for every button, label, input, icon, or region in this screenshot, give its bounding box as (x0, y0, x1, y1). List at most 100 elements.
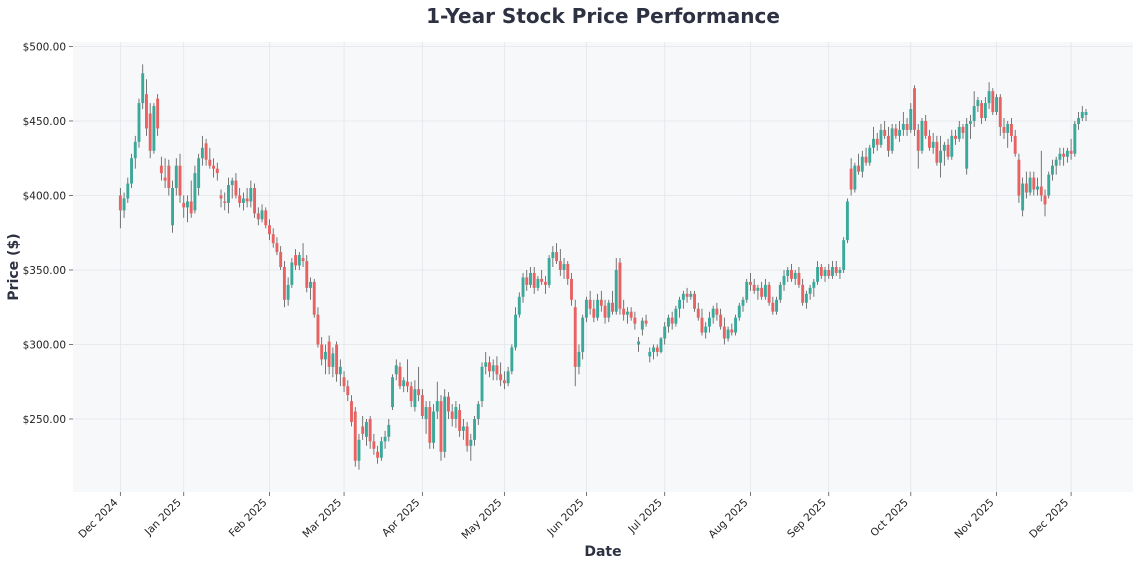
candle (845, 198, 849, 244)
candle-body-up (432, 411, 435, 443)
candle (1077, 112, 1081, 130)
candle (1010, 117, 1013, 142)
candle-body-up (786, 269, 790, 276)
candle-body-up (126, 183, 130, 199)
candle-body-up (890, 128, 894, 151)
x-tick-label: Mar 2025 (300, 497, 344, 541)
candle (253, 183, 257, 218)
candle (998, 94, 1002, 136)
candle-body-down (1013, 135, 1017, 154)
candle-body-down (312, 281, 316, 315)
candle-body-up (260, 210, 264, 220)
candle-body-down (819, 267, 823, 276)
candle-body-up (1006, 123, 1010, 133)
candle (868, 144, 872, 166)
candle-body-down (588, 299, 592, 309)
x-tick-label: May 2025 (459, 497, 504, 542)
candle (737, 302, 741, 321)
candle-body-down (801, 284, 805, 303)
candle-body-up (200, 147, 204, 159)
candle (745, 278, 749, 303)
candle (976, 97, 980, 113)
candle (611, 290, 614, 315)
candle (823, 267, 827, 282)
candle-body-up (402, 380, 406, 387)
candle (420, 389, 424, 419)
candle-body-up (745, 281, 749, 300)
y-axis-label: Price ($) (6, 233, 22, 300)
candle (227, 177, 230, 214)
candle (775, 296, 779, 315)
candle (760, 281, 764, 300)
candle-body-down (499, 374, 503, 381)
candle (819, 264, 823, 279)
candle (215, 162, 219, 181)
candle (238, 188, 242, 208)
candle-body-down (342, 377, 346, 387)
candle-body-down (1069, 150, 1073, 154)
candle-body-up (562, 264, 566, 270)
candle-body-down (685, 293, 689, 297)
candle (827, 264, 831, 279)
candle (331, 347, 335, 378)
candle-body-down (450, 411, 454, 419)
candle (790, 264, 793, 282)
candle (1002, 117, 1006, 139)
candle (763, 278, 767, 300)
candle (159, 156, 163, 181)
candle (1017, 153, 1021, 203)
x-tick-label: Jan 2025 (142, 497, 184, 539)
candle-body-up (931, 141, 935, 148)
candle (312, 278, 316, 318)
candle (573, 299, 577, 387)
candle (577, 344, 581, 375)
candle (1065, 147, 1069, 163)
candle-body-down (320, 344, 324, 360)
candle (1021, 177, 1025, 217)
candle-body-down (719, 314, 723, 327)
candle (1069, 138, 1073, 160)
candle (726, 326, 730, 342)
candle-body-up (625, 311, 629, 315)
candle (633, 311, 637, 330)
candle (693, 290, 696, 312)
candle-body-up (1036, 186, 1040, 190)
candle-body-down (215, 168, 219, 174)
candle (592, 299, 596, 323)
x-tick-label: Oct 2025 (868, 497, 911, 540)
candle (957, 120, 961, 142)
candle (152, 103, 156, 154)
x-axis-label: Date (584, 544, 621, 560)
candle (141, 64, 145, 110)
candle-body-up (804, 293, 808, 303)
candle-body-up (581, 317, 585, 352)
candle (1039, 150, 1043, 202)
candle-body-down (696, 308, 700, 318)
candle-body-down (543, 281, 547, 285)
candle (294, 249, 298, 270)
candle (387, 418, 391, 442)
candle-body-down (991, 91, 995, 113)
candle (174, 158, 178, 196)
candle (521, 272, 525, 303)
candle (301, 243, 305, 267)
candle (1084, 109, 1088, 121)
candle (778, 281, 782, 303)
candle (983, 97, 987, 121)
candle (752, 278, 756, 294)
candle (655, 344, 659, 357)
candle-body-up (879, 129, 883, 145)
candle (454, 401, 458, 428)
candle (622, 299, 626, 321)
candle-body-up (506, 371, 510, 384)
candle-body-up (122, 198, 126, 211)
candle-body-down (693, 293, 696, 309)
candle (402, 377, 406, 393)
candle (935, 135, 939, 166)
candle-body-up (663, 326, 667, 339)
plot-area (73, 42, 1133, 492)
candle-body-down (428, 407, 432, 443)
candle-body-down (420, 395, 424, 417)
candle (834, 261, 838, 276)
candle-body-up (517, 296, 521, 315)
